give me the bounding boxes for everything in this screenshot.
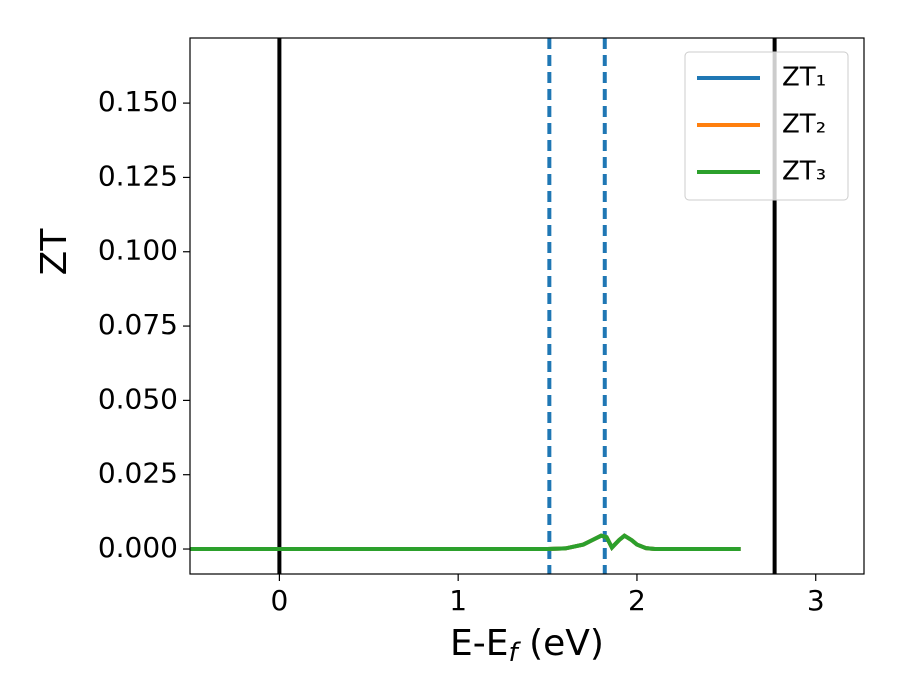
y-tick-label: 0.050 <box>98 382 178 415</box>
y-tick-label: 0.000 <box>98 531 178 564</box>
legend-box <box>684 51 849 201</box>
y-tick-label: 0.150 <box>98 85 178 118</box>
legend-label: ZT₂ <box>782 110 826 140</box>
series-line <box>190 533 741 552</box>
x-tick-label: 2 <box>628 584 646 617</box>
plot-frame <box>189 37 865 575</box>
y-axis-label: ZT <box>34 228 75 276</box>
y-tick-label: 0.125 <box>98 159 178 192</box>
series-line <box>190 533 741 552</box>
x-tick-label: 3 <box>807 584 825 617</box>
x-tick-label: 1 <box>449 584 467 617</box>
series-line <box>190 533 741 552</box>
y-tick-label: 0.025 <box>98 457 178 490</box>
y-tick-label: 0.100 <box>98 234 178 267</box>
x-tick-label: 0 <box>270 584 288 617</box>
x-label-main: E-E <box>450 623 508 664</box>
x-label-rest: (eV) <box>518 623 604 664</box>
x-axis-label: E-Ef (eV) <box>450 623 604 668</box>
legend-label: ZT₁ <box>782 63 826 93</box>
y-tick-label: 0.075 <box>98 308 178 341</box>
legend-label: ZT₃ <box>782 157 826 187</box>
